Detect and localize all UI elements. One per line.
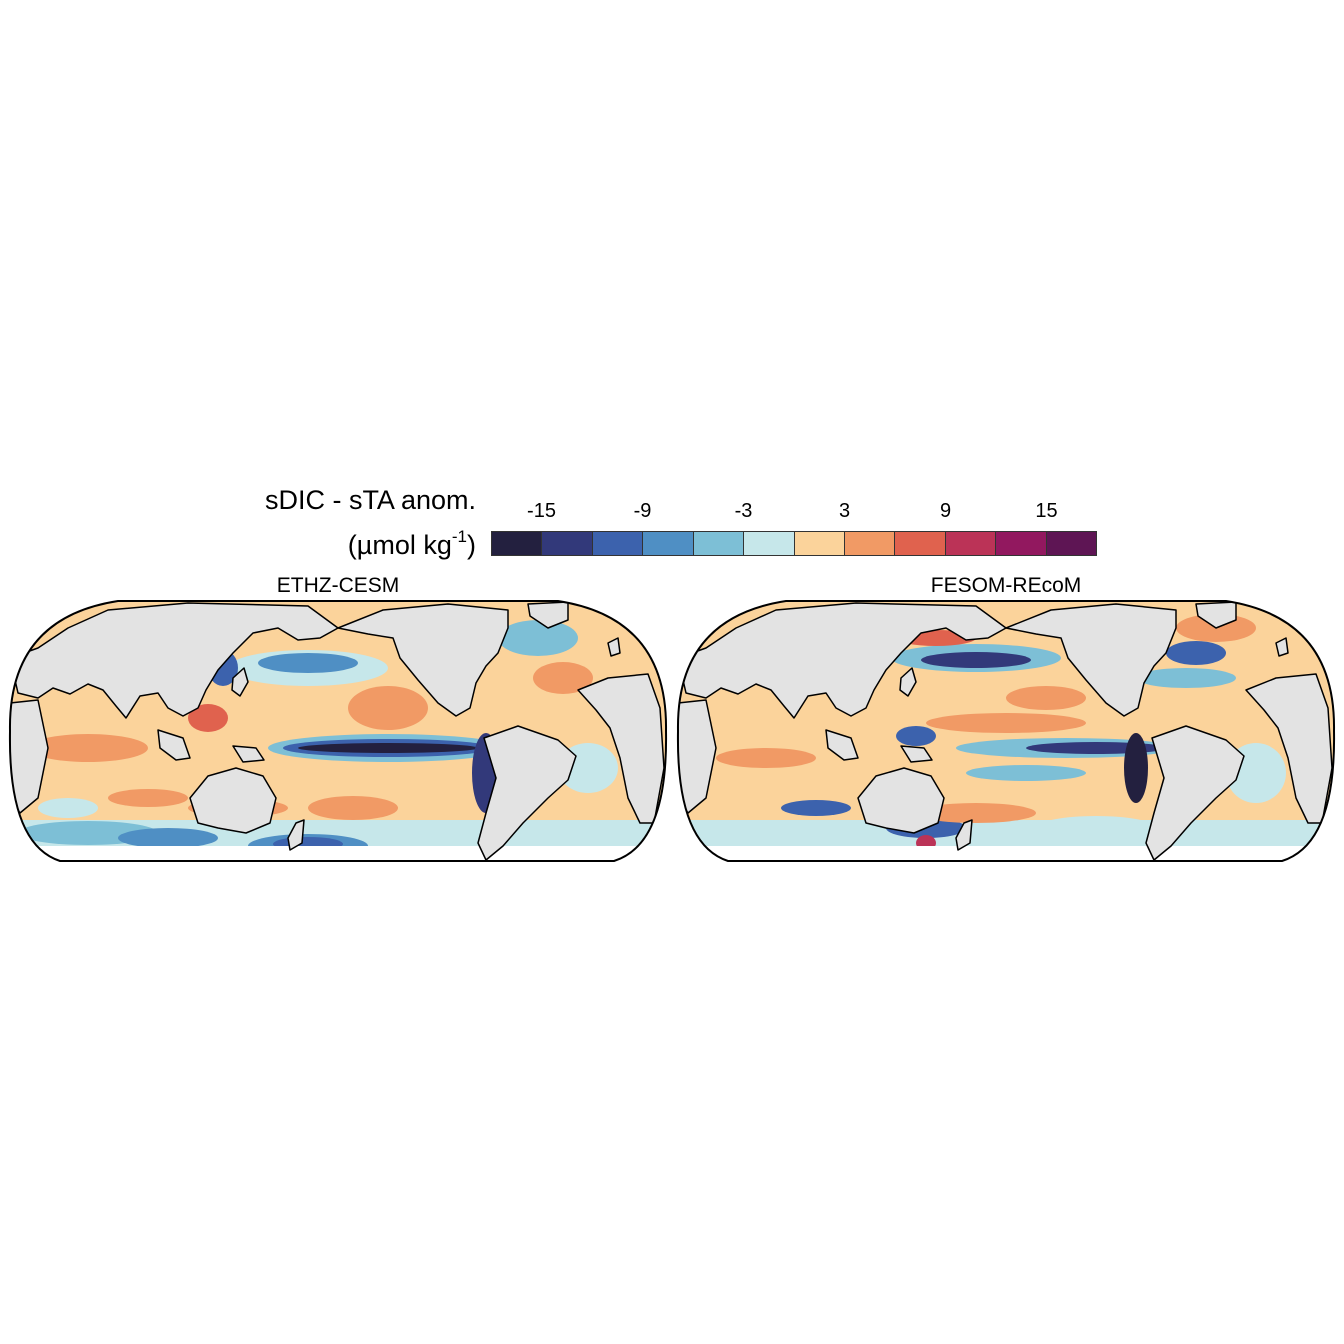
- anomaly-patch: [716, 748, 816, 768]
- colorbar-segment: [693, 532, 745, 555]
- land-mass: [231, 667, 249, 697]
- anomaly-patch: [28, 734, 148, 762]
- map-outline: [676, 600, 1336, 862]
- land-mass: [1245, 673, 1333, 824]
- anomaly-patch: [1136, 668, 1236, 688]
- anomaly-patch: [298, 743, 478, 753]
- map-field: [9, 601, 667, 861]
- legend-units-prefix: (µmol kg: [347, 530, 452, 560]
- panel-title-ethz-cesm: ETHZ-CESM: [276, 574, 400, 597]
- anomaly-patch: [118, 828, 218, 848]
- colorbar-segment: [1046, 532, 1097, 555]
- no-data-strip: [677, 846, 1335, 861]
- land-mass: [899, 667, 917, 697]
- map-field: [677, 601, 1335, 861]
- colorbar-tick-label: -3: [734, 500, 753, 522]
- anomaly-patch: [1006, 686, 1086, 710]
- land-mass: [337, 603, 509, 717]
- land-mass: [1275, 637, 1289, 657]
- land-mass: [232, 745, 265, 763]
- panel-title-fesom-recom: FESOM-REcoM: [930, 574, 1082, 597]
- anomaly-patch: [388, 821, 468, 845]
- colorbar-segment: [945, 532, 997, 555]
- land-mass: [157, 729, 191, 761]
- land-mass: [9, 602, 339, 719]
- colorbar-segment: [542, 532, 593, 555]
- anomaly-patch: [781, 800, 851, 816]
- land-mass: [607, 637, 621, 657]
- colorbar-segment: [794, 532, 845, 555]
- anomaly-patch: [1124, 733, 1148, 803]
- anomaly-patch: [926, 713, 1086, 733]
- legend-units: (µmol kg-1): [347, 527, 476, 560]
- anomaly-patch: [916, 803, 1036, 823]
- anomaly-patch: [348, 686, 428, 730]
- land-mass: [677, 602, 1007, 719]
- anomaly-patch: [108, 789, 188, 807]
- anomaly-patch: [966, 765, 1086, 781]
- anomaly-patch: [1166, 641, 1226, 665]
- colorbar-segment: [492, 532, 543, 555]
- colorbar-segment: [643, 532, 694, 555]
- land-mass: [189, 767, 277, 834]
- anomaly-patch: [1036, 816, 1156, 840]
- anomaly-patch: [498, 620, 578, 656]
- anomaly-patch: [188, 704, 228, 732]
- anomaly-patch: [38, 798, 98, 818]
- map-outline: [8, 600, 668, 862]
- legend-title: sDIC - sTA anom.: [264, 485, 476, 515]
- colorbar: [491, 531, 1097, 556]
- anomaly-patch: [896, 726, 936, 746]
- anomaly-patch: [258, 653, 358, 673]
- colorbar-tick-label: -15: [527, 500, 556, 522]
- map-ethz-cesm: [8, 600, 668, 862]
- anomaly-patch: [696, 828, 816, 848]
- colorbar-segment: [996, 532, 1047, 555]
- land-mass: [1005, 603, 1177, 717]
- legend-units-suffix: ): [467, 530, 476, 560]
- colorbar-tick-label: 9: [939, 500, 952, 522]
- land-mass: [825, 729, 859, 761]
- land-mass: [577, 673, 665, 824]
- no-data-strip: [9, 846, 667, 861]
- land-mass: [955, 819, 973, 851]
- colorbar-segment: [844, 532, 896, 555]
- land-mass: [1145, 725, 1245, 861]
- colorbar-tick-label: -9: [633, 500, 652, 522]
- anomaly-patch: [921, 652, 1031, 668]
- colorbar-tick-label: 3: [838, 500, 851, 522]
- land-mass: [900, 745, 933, 763]
- colorbar-segment: [744, 532, 795, 555]
- colorbar-segment: [895, 532, 946, 555]
- land-mass: [857, 767, 945, 834]
- colorbar-tick-label: 15: [1035, 500, 1058, 522]
- anomaly-patch: [533, 662, 593, 694]
- legend-units-exponent: -1: [451, 527, 467, 546]
- map-fesom-recom: [676, 600, 1336, 862]
- land-mass: [477, 725, 577, 861]
- land-mass: [287, 819, 305, 851]
- anomaly-patch: [308, 796, 398, 820]
- colorbar-segment: [592, 532, 644, 555]
